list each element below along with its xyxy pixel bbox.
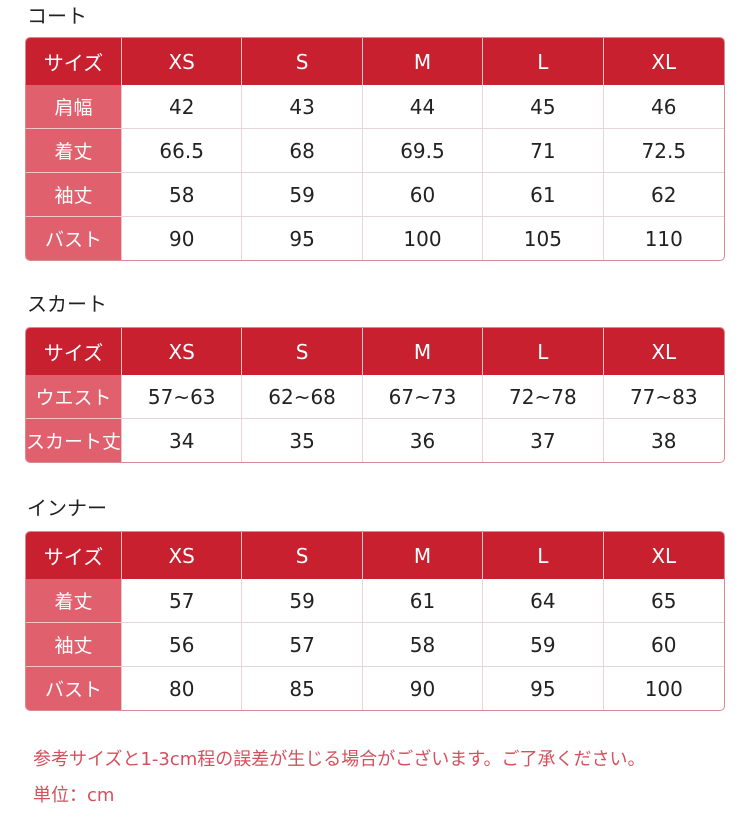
header-cell: S [242,38,363,85]
table-row: スカート丈 34 35 36 37 38 [26,419,724,462]
value-cell: 100 [363,217,484,260]
value-cell: 65 [603,579,724,623]
header-cell: XS [122,328,243,375]
value-cell: 68 [242,129,363,173]
value-cell: 57 [242,623,363,667]
value-cell: 72~78 [483,375,604,419]
value-cell: 62 [603,173,724,217]
header-cell: XS [122,38,243,85]
size-table: サイズ XS S M L XL 着丈 57 59 61 64 65 袖丈 56 57 58 59 60 バスト 80 8… [25,531,725,711]
value-cell: 66.5 [122,129,243,173]
value-cell: 80 [122,667,243,710]
value-cell: 45 [483,85,604,129]
table-row: 肩幅 42 43 44 45 46 [26,85,724,129]
section-title: スカート [27,292,107,316]
value-cell: 58 [362,623,484,667]
header-cell: サイズ [26,38,122,85]
value-cell: 61 [483,173,604,217]
value-cell: 57~63 [122,375,243,419]
row-label: 着丈 [26,579,122,623]
value-cell: 95 [483,667,604,710]
size-table: サイズ XS S M L XL ウエスト 57~63 62~68 67~73 72~78 77~83 ス… [25,327,725,463]
value-cell: 35 [242,419,363,462]
value-cell: 95 [242,217,363,260]
value-cell: 59 [242,579,363,623]
value-cell: 60 [603,623,724,667]
header-cell: M [362,532,484,579]
size-note: 参考サイズと1-3cm程の誤差が生じる場合がございます。ご了承ください。 [33,749,646,770]
value-cell: 46 [603,85,724,129]
value-cell: 58 [122,173,243,217]
row-label: バスト [26,667,122,710]
value-cell: 90 [122,217,243,260]
row-label: ウエスト [26,375,122,419]
header-cell: サイズ [26,532,122,579]
table-row: 着丈 57 59 61 64 65 [26,579,724,623]
value-cell: 62~68 [242,375,363,419]
value-cell: 110 [644,226,683,251]
row-label: 袖丈 [26,173,122,217]
value-cell: 69.5 [362,129,484,173]
value-cell: 90 [363,667,484,710]
value-cell: 77~83 [603,375,724,419]
section-title: コート [27,4,87,28]
header-cell: S [242,328,363,375]
value-cell: 105 [483,217,604,260]
table-row: 着丈 66.5 68 69.5 71 72.5 [26,129,724,173]
value-cell: 71 [483,129,604,173]
value-cell: 85 [242,667,363,710]
value-cell: 37 [483,419,604,462]
header-row: サイズ XS S M L XL [26,38,724,85]
header-cell: サイズ [26,328,122,375]
value-cell: 34 [122,419,243,462]
header-cell: L [483,328,604,375]
header-row: サイズ XS S M L XL [26,532,724,579]
value-cell: 61 [362,579,484,623]
header-cell: M [362,38,484,85]
header-cell: XL [603,38,724,85]
table-row: バスト 90 95 100 105 110 [26,217,724,260]
header-row: サイズ XS S M L XL [26,328,724,375]
header-cell: L [483,532,604,579]
header-cell: XL [603,328,724,375]
value-cell: 56 [122,623,243,667]
value-cell: 64 [483,579,604,623]
value-cell: 36 [363,419,484,462]
section-title: インナー [27,496,107,520]
value-cell: 43 [242,85,363,129]
unit-label: 単位：cm [33,785,115,806]
value-cell: 57 [122,579,243,623]
row-label: 肩幅 [26,85,122,129]
value-cell: 59 [483,623,604,667]
header-cell: L [483,38,604,85]
header-cell: S [242,532,363,579]
value-cell: 42 [122,85,243,129]
row-label: スカート丈 [26,419,122,462]
value-cell: 67~73 [362,375,484,419]
value-cell: 44 [362,85,484,129]
header-cell: XS [122,532,243,579]
value-cell: 100 [644,676,683,701]
value-cell: 60 [362,173,484,217]
table-row: 袖丈 58 59 60 61 62 [26,173,724,217]
row-label: 袖丈 [26,623,122,667]
table-row: バスト 80 85 90 95 100 [26,667,724,710]
value-cell: 59 [242,173,363,217]
row-label: 着丈 [26,129,122,173]
value-cell: 38 [651,428,677,453]
header-cell: XL [603,532,724,579]
header-cell: M [362,328,484,375]
value-cell: 72.5 [603,129,724,173]
size-table: サイズ XS S M L XL 肩幅 42 43 44 45 46 着丈 66.5 68 69.5 71 72.5… [25,37,725,261]
table-row: 袖丈 56 57 58 59 60 [26,623,724,667]
table-row: ウエスト 57~63 62~68 67~73 72~78 77~83 [26,375,724,419]
row-label: バスト [26,217,122,260]
